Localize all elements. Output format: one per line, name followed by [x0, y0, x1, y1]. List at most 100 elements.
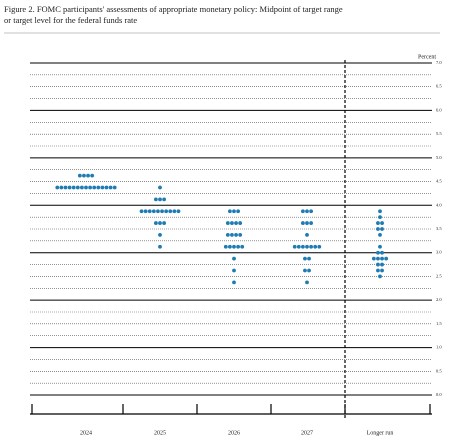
dot	[158, 221, 162, 225]
dot	[168, 209, 173, 214]
dot	[305, 221, 309, 225]
dot	[158, 233, 162, 237]
y-tick-label: 5.0	[436, 155, 442, 160]
dot	[238, 233, 243, 237]
dot	[59, 185, 64, 190]
dot	[303, 256, 307, 261]
dot	[154, 197, 158, 202]
dot	[301, 209, 305, 214]
y-tick-label: 1.5	[436, 321, 442, 326]
dot	[112, 185, 117, 190]
dot	[309, 244, 313, 249]
dot	[234, 221, 238, 225]
dot	[63, 185, 68, 190]
y-axis-label: Percent	[418, 54, 436, 60]
dot	[305, 233, 309, 237]
dot	[108, 185, 113, 190]
dot	[77, 173, 82, 178]
y-tick-label: 1.0	[436, 345, 442, 350]
dot	[301, 221, 305, 225]
x-tick-label: 2025	[154, 430, 166, 436]
dot	[238, 221, 243, 225]
dot	[384, 256, 389, 261]
dot	[376, 250, 380, 255]
dot	[232, 209, 236, 214]
dot	[90, 173, 95, 178]
dot	[303, 268, 307, 273]
dot	[232, 280, 236, 285]
dot	[309, 221, 313, 225]
dot	[305, 209, 309, 214]
y-tick-label: 0.0	[436, 392, 442, 397]
dot	[104, 185, 109, 190]
dot	[378, 244, 382, 249]
dot	[232, 244, 236, 249]
dot	[371, 256, 376, 261]
dot	[223, 244, 228, 249]
dot	[380, 256, 384, 261]
chart-title: Figure 2. FOMC participants' assessments…	[4, 4, 343, 14]
dot	[55, 185, 60, 190]
dot	[82, 173, 86, 178]
dot	[158, 244, 162, 249]
y-tick-label: 3.0	[436, 250, 442, 255]
dot	[75, 185, 80, 190]
dot	[301, 244, 305, 249]
dot	[236, 209, 241, 214]
dot	[84, 185, 88, 190]
y-tick-label: 4.5	[436, 179, 442, 184]
dot	[230, 233, 234, 237]
dot	[139, 209, 144, 214]
dot	[292, 244, 297, 249]
dot	[143, 209, 148, 214]
y-tick-label: 7.0	[436, 60, 442, 65]
dot	[309, 209, 313, 214]
dot	[232, 268, 236, 273]
dot	[376, 256, 380, 261]
dot	[228, 209, 232, 214]
dot	[100, 185, 105, 190]
dot	[380, 221, 384, 225]
x-tick-label: 2024	[80, 430, 92, 436]
y-tick-label: 3.5	[436, 226, 442, 231]
dot	[96, 185, 101, 190]
dot	[232, 256, 236, 261]
y-tick-label: 2.5	[436, 273, 442, 278]
dot	[172, 209, 177, 214]
dot	[147, 209, 152, 214]
x-tick-label: 2027	[301, 430, 313, 436]
dot	[376, 268, 380, 273]
y-tick-label: 0.5	[436, 368, 442, 373]
dot	[307, 268, 311, 273]
y-tick-label: 2.0	[436, 297, 442, 302]
dot	[376, 262, 380, 267]
dot	[156, 209, 160, 214]
dot	[92, 185, 97, 190]
dot	[151, 209, 156, 214]
dot	[176, 209, 181, 214]
dot	[236, 244, 241, 249]
dot	[67, 185, 72, 190]
dot	[164, 209, 169, 214]
dot	[380, 250, 384, 255]
dot	[378, 209, 382, 214]
dot	[380, 262, 384, 267]
dot	[230, 221, 234, 225]
dot	[378, 233, 382, 237]
dot	[225, 233, 230, 237]
dot	[380, 227, 384, 231]
dot	[158, 185, 162, 190]
y-tick-label: 5.5	[436, 131, 442, 136]
dot	[86, 173, 90, 178]
dot	[305, 244, 309, 249]
dot	[296, 244, 301, 249]
dot	[162, 197, 167, 202]
dot	[307, 256, 311, 261]
dot	[80, 185, 84, 190]
y-tick-label: 6.0	[436, 107, 442, 112]
y-tick-label: 6.5	[436, 84, 442, 89]
dot	[154, 221, 158, 225]
dot	[376, 221, 380, 225]
dot	[228, 244, 232, 249]
chart-subtitle: or target level for the federal funds ra…	[4, 15, 137, 25]
